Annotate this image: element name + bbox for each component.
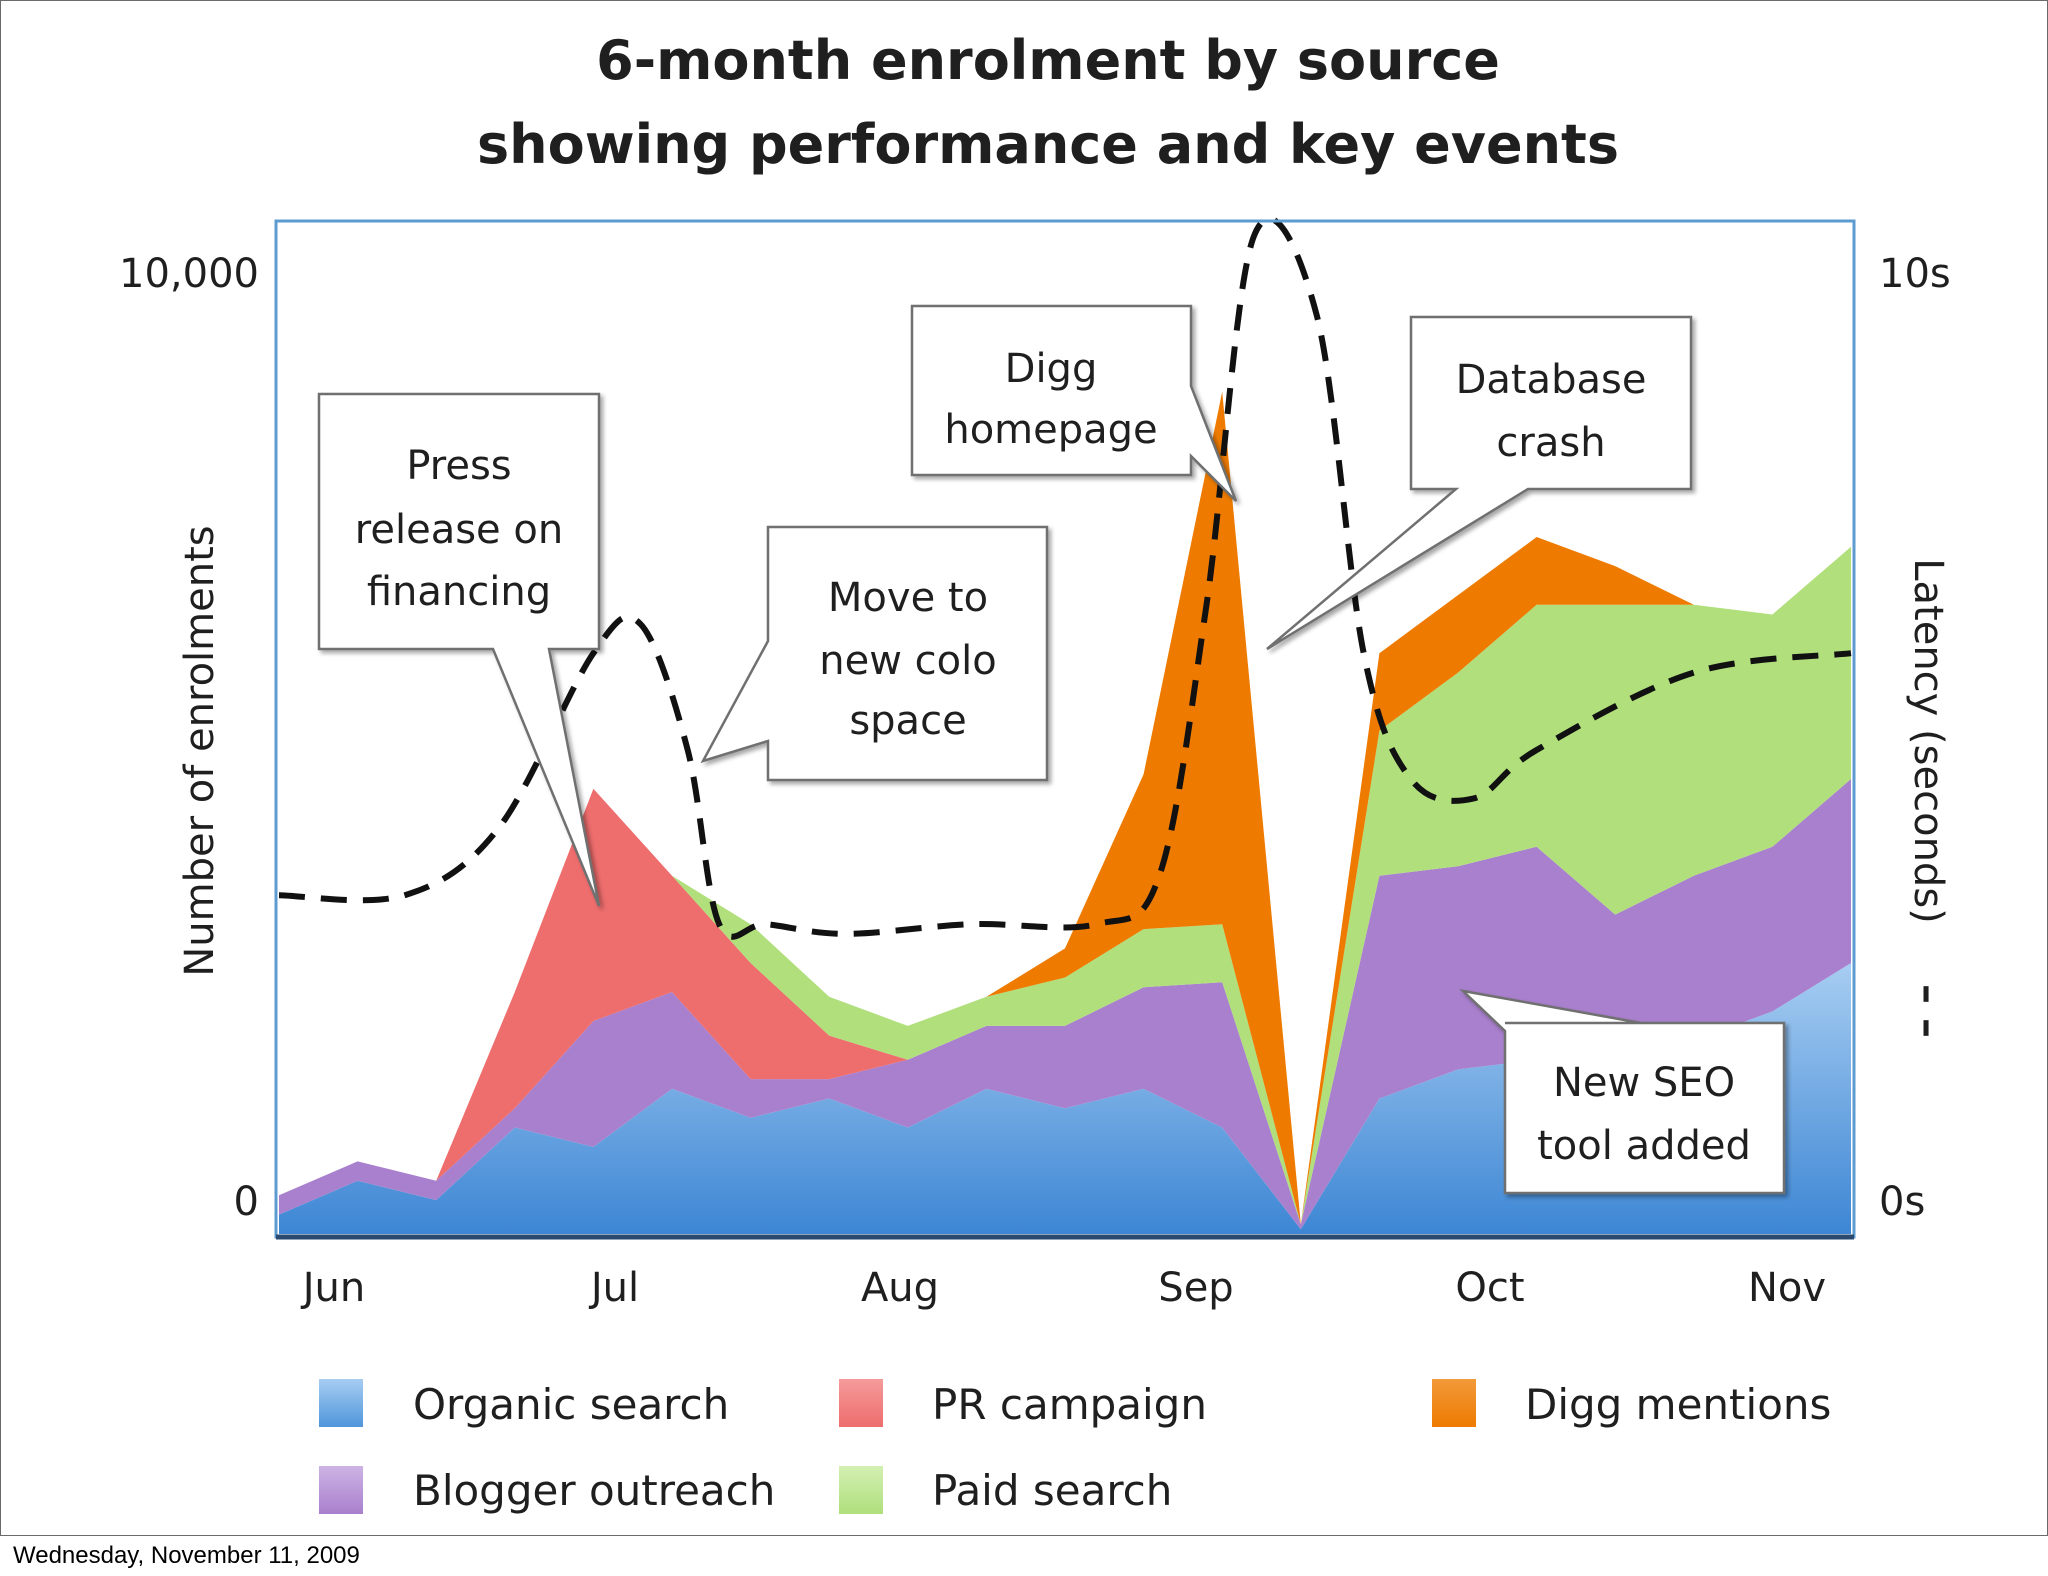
callout-digg-homepage: Digg homepage <box>910 304 1238 502</box>
y-tick-max: 10,000 <box>119 251 259 297</box>
legend-swatch-organic <box>319 1379 363 1427</box>
latency-line <box>278 216 1852 940</box>
area-paid <box>279 546 1851 1225</box>
legend-label-organic: Organic search <box>413 1380 729 1429</box>
y2-tick-max: 10s <box>1879 251 1951 297</box>
callout-press-release: Press release on financing <box>317 392 601 907</box>
area-digg <box>279 391 1851 1225</box>
callout-seo-line2: tool added <box>1537 1123 1751 1169</box>
chart-title-line1: 6-month enrolment by source <box>596 29 1500 92</box>
callout-digg-line1: Digg <box>1005 346 1098 392</box>
enrolment-chart: 6-month enrolment by source showing perf… <box>119 29 1951 1515</box>
area-blogger <box>279 779 1851 1230</box>
callout-digg-box <box>910 304 1238 502</box>
x-tick-sep: Sep <box>1158 1265 1233 1311</box>
legend-item-organic-search: Organic search <box>319 1379 729 1429</box>
legend-item-pr-campaign: PR campaign <box>839 1379 1207 1429</box>
chart-title-line2: showing performance and key events <box>477 113 1619 176</box>
footer-date: Wednesday, November 11, 2009 <box>13 1542 360 1569</box>
legend-item-digg-mentions: Digg mentions <box>1432 1379 1831 1429</box>
y2-latency-marker: – – <box>1905 984 1951 1038</box>
x-tick-oct: Oct <box>1455 1265 1524 1311</box>
legend-swatch-blogger <box>319 1466 363 1514</box>
callout-db-line1: Database <box>1456 357 1647 403</box>
x-tick-aug: Aug <box>861 1265 939 1311</box>
callout-colo-line1: Move to <box>828 575 988 621</box>
x-axis-ticks: Jun Jul Aug Sep Oct Nov <box>300 1265 1826 1311</box>
y-axis-label: Number of enrolments <box>177 525 223 976</box>
latency-layer <box>278 216 1852 940</box>
callout-press-release-box <box>317 392 601 907</box>
callout-colo-move: Move to new colo space <box>700 525 1049 782</box>
callout-colo-box <box>700 525 1049 782</box>
y-tick-min: 0 <box>234 1179 259 1225</box>
callout-db-box <box>1266 315 1693 651</box>
legend-swatch-paid <box>839 1466 883 1514</box>
callout-database-crash: Database crash <box>1266 315 1693 651</box>
legend-label-digg: Digg mentions <box>1525 1380 1831 1429</box>
legend-label-blogger: Blogger outreach <box>413 1466 775 1515</box>
y2-axis-label: Latency (seconds) <box>1905 558 1951 924</box>
legend-swatch-pr <box>839 1379 883 1427</box>
x-tick-nov: Nov <box>1748 1265 1826 1311</box>
y2-tick-min: 0s <box>1879 1179 1925 1225</box>
legend-swatch-digg <box>1432 1379 1476 1427</box>
slide: 6-month enrolment by source showing perf… <box>0 0 2048 1536</box>
x-tick-jun: Jun <box>300 1265 366 1311</box>
legend-item-blogger-outreach: Blogger outreach <box>319 1466 775 1515</box>
callout-db-line2: crash <box>1496 420 1605 466</box>
callout-press-line3: financing <box>367 569 551 615</box>
callout-colo-line2: new colo <box>819 638 996 684</box>
callout-colo-line3: space <box>849 698 966 744</box>
callout-press-line2: release on <box>355 507 563 553</box>
legend-label-pr: PR campaign <box>932 1380 1207 1429</box>
callout-press-line1: Press <box>406 443 511 489</box>
area-organic <box>279 963 1851 1234</box>
callout-new-seo-tool: New SEO tool added <box>1459 989 1786 1195</box>
plot-areas <box>279 391 1851 1234</box>
legend: Organic search PR campaign Digg mentions… <box>319 1379 1831 1515</box>
area-pr <box>279 779 1851 1225</box>
callout-seo-line1: New SEO <box>1553 1060 1735 1106</box>
legend-item-paid-search: Paid search <box>839 1466 1172 1515</box>
legend-label-paid: Paid search <box>932 1466 1172 1515</box>
callout-seo-box <box>1459 989 1786 1195</box>
x-tick-jul: Jul <box>588 1265 639 1311</box>
callout-digg-line2: homepage <box>944 407 1157 453</box>
